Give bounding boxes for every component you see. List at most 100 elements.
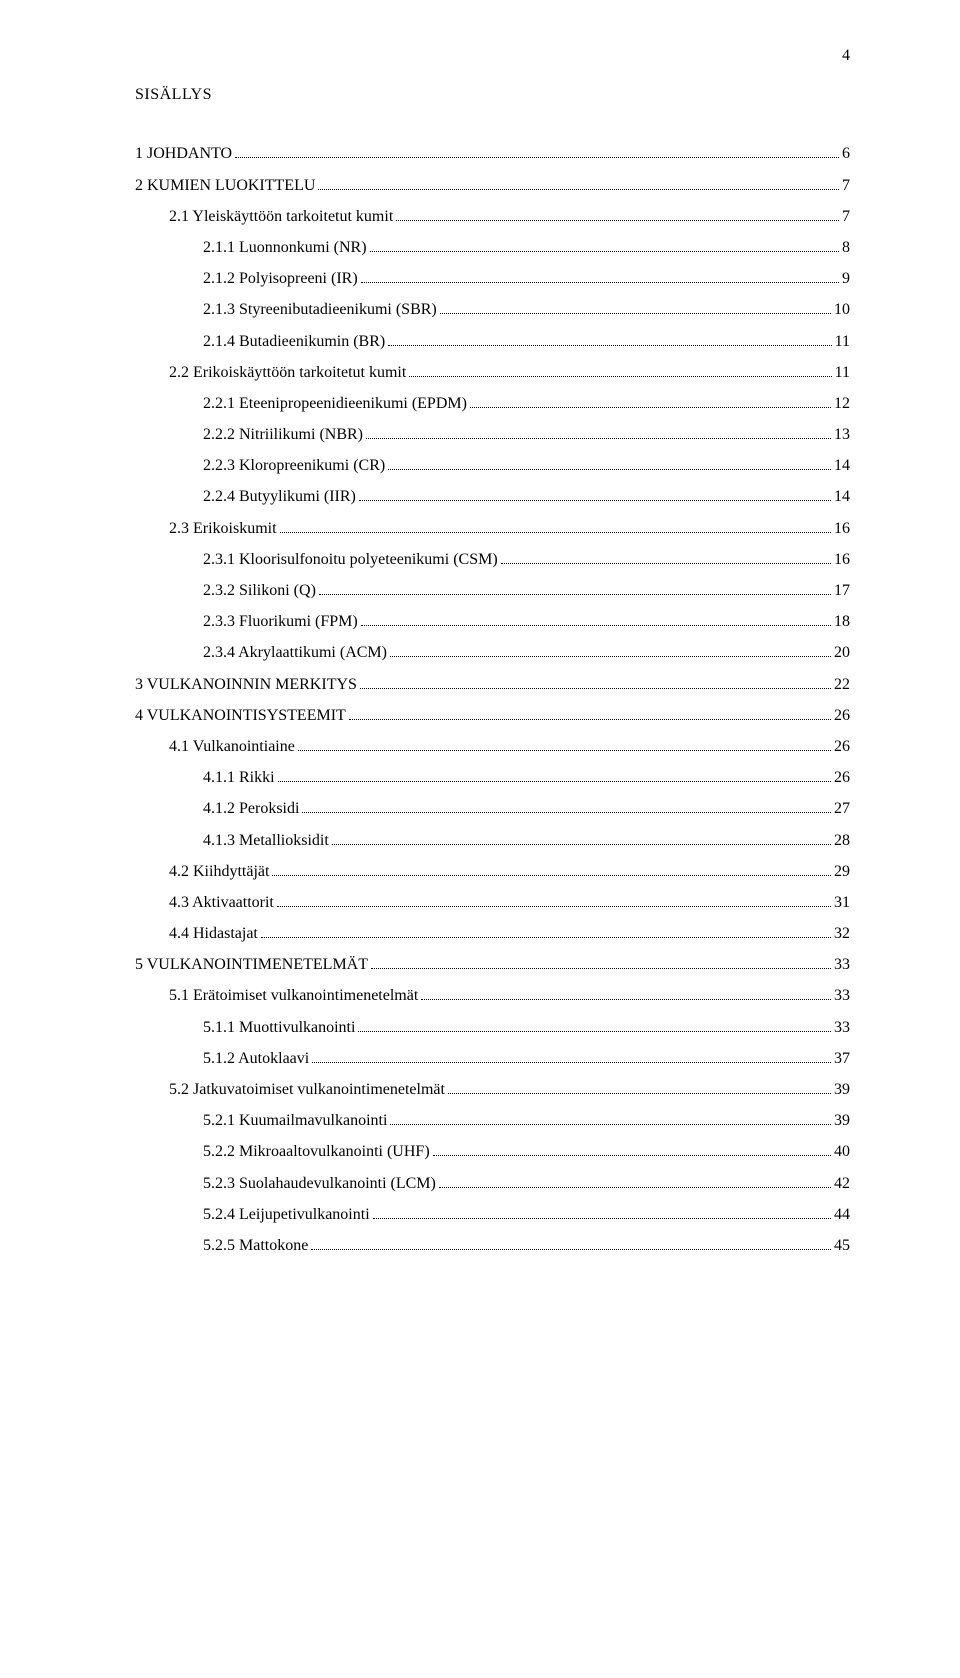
toc-entry-page: 18 bbox=[834, 606, 850, 637]
toc-leader-dots bbox=[448, 1093, 831, 1094]
toc-entry-label: 2.3.2 Silikoni (Q) bbox=[203, 575, 316, 606]
toc-entry: 4.1.2 Peroksidi 27 bbox=[135, 793, 850, 824]
toc-heading: SISÄLLYS bbox=[135, 79, 850, 110]
toc-leader-dots bbox=[302, 812, 831, 813]
toc-entry-label: 2.2.3 Kloropreenikumi (CR) bbox=[203, 450, 385, 481]
toc-leader-dots bbox=[358, 1031, 831, 1032]
toc-entry: 4.4 Hidastajat32 bbox=[135, 918, 850, 949]
toc-entry-page: 45 bbox=[834, 1230, 850, 1261]
toc-entry: 4 VULKANOINTISYSTEEMIT26 bbox=[135, 700, 850, 731]
toc-entry-label: 1 JOHDANTO bbox=[135, 138, 232, 169]
toc-entry-label: 4.1.2 Peroksidi bbox=[203, 793, 299, 824]
toc-entry-page: 17 bbox=[834, 575, 850, 606]
toc-entry: 5.2 Jatkuvatoimiset vulkanointimenetelmä… bbox=[135, 1074, 850, 1105]
toc-entry-page: 31 bbox=[834, 887, 850, 918]
toc-container: 1 JOHDANTO62 KUMIEN LUOKITTELU72.1 Yleis… bbox=[135, 138, 850, 1261]
toc-entry-label: 5.1.2 Autoklaavi bbox=[203, 1043, 309, 1074]
toc-leader-dots bbox=[278, 781, 831, 782]
toc-entry: 4.1 Vulkanointiaine26 bbox=[135, 731, 850, 762]
toc-entry-label: 4.1.1 Rikki bbox=[203, 762, 275, 793]
page-number: 4 bbox=[135, 40, 850, 71]
toc-entry-page: 8 bbox=[842, 232, 850, 263]
toc-leader-dots bbox=[361, 625, 831, 626]
toc-entry-page: 9 bbox=[842, 263, 850, 294]
toc-entry: 5.1 Erätoimiset vulkanointimenetelmät 33 bbox=[135, 980, 850, 1011]
toc-leader-dots bbox=[235, 157, 839, 158]
toc-entry-label: 5.1 Erätoimiset vulkanointimenetelmät bbox=[169, 980, 418, 1011]
toc-entry: 5.2.1 Kuumailmavulkanointi 39 bbox=[135, 1105, 850, 1136]
toc-entry-page: 10 bbox=[834, 294, 850, 325]
toc-entry-label: 5.2.3 Suolahaudevulkanointi (LCM) bbox=[203, 1168, 436, 1199]
toc-entry-page: 33 bbox=[834, 1012, 850, 1043]
toc-entry-label: 2.1 Yleiskäyttöön tarkoitetut kumit bbox=[169, 201, 393, 232]
toc-entry: 3 VULKANOINNIN MERKITYS22 bbox=[135, 669, 850, 700]
toc-entry: 5.2.5 Mattokone 45 bbox=[135, 1230, 850, 1261]
toc-leader-dots bbox=[439, 1187, 831, 1188]
toc-entry-page: 16 bbox=[834, 513, 850, 544]
toc-leader-dots bbox=[421, 999, 831, 1000]
toc-entry: 2.3.2 Silikoni (Q) 17 bbox=[135, 575, 850, 606]
toc-entry-label: 4.1 Vulkanointiaine bbox=[169, 731, 295, 762]
toc-entry: 2.3.1 Kloorisulfonoitu polyeteenikumi (C… bbox=[135, 544, 850, 575]
toc-entry: 2.3.4 Akrylaattikumi (ACM)20 bbox=[135, 637, 850, 668]
toc-entry-label: 2.3.3 Fluorikumi (FPM) bbox=[203, 606, 358, 637]
toc-entry-label: 5.2.1 Kuumailmavulkanointi bbox=[203, 1105, 387, 1136]
toc-leader-dots bbox=[388, 345, 831, 346]
toc-entry-label: 2.3.1 Kloorisulfonoitu polyeteenikumi (C… bbox=[203, 544, 498, 575]
toc-entry-page: 39 bbox=[834, 1105, 850, 1136]
toc-entry-page: 11 bbox=[835, 326, 850, 357]
toc-entry-page: 33 bbox=[834, 980, 850, 1011]
toc-entry-page: 13 bbox=[834, 419, 850, 450]
toc-entry-label: 2.2.2 Nitriilikumi (NBR) bbox=[203, 419, 363, 450]
toc-entry-label: 2.1.4 Butadieenikumin (BR) bbox=[203, 326, 385, 357]
toc-leader-dots bbox=[388, 469, 831, 470]
toc-entry: 2.1.4 Butadieenikumin (BR) 11 bbox=[135, 326, 850, 357]
toc-entry: 5.2.3 Suolahaudevulkanointi (LCM) 42 bbox=[135, 1168, 850, 1199]
toc-leader-dots bbox=[360, 688, 831, 689]
toc-leader-dots bbox=[440, 313, 831, 314]
toc-entry: 5.2.4 Leijupetivulkanointi44 bbox=[135, 1199, 850, 1230]
toc-entry-page: 39 bbox=[834, 1074, 850, 1105]
toc-entry-page: 14 bbox=[834, 450, 850, 481]
toc-entry-label: 2 KUMIEN LUOKITTELU bbox=[135, 170, 315, 201]
toc-entry: 2.1.3 Styreenibutadieenikumi (SBR)10 bbox=[135, 294, 850, 325]
toc-entry-page: 29 bbox=[834, 856, 850, 887]
toc-entry-page: 11 bbox=[835, 357, 850, 388]
toc-entry: 2 KUMIEN LUOKITTELU 7 bbox=[135, 170, 850, 201]
toc-entry: 5.1.2 Autoklaavi37 bbox=[135, 1043, 850, 1074]
toc-entry: 2.1.1 Luonnonkumi (NR)8 bbox=[135, 232, 850, 263]
toc-leader-dots bbox=[319, 594, 831, 595]
toc-leader-dots bbox=[359, 500, 831, 501]
toc-entry-page: 42 bbox=[834, 1168, 850, 1199]
toc-entry-page: 32 bbox=[834, 918, 850, 949]
toc-entry: 2.2.1 Eteenipropeenidieenikumi (EPDM) 12 bbox=[135, 388, 850, 419]
toc-leader-dots bbox=[311, 1249, 831, 1250]
toc-leader-dots bbox=[298, 750, 831, 751]
toc-entry: 4.3 Aktivaattorit 31 bbox=[135, 887, 850, 918]
toc-leader-dots bbox=[277, 906, 831, 907]
toc-entry-page: 40 bbox=[834, 1136, 850, 1167]
toc-leader-dots bbox=[373, 1218, 831, 1219]
toc-entry-label: 5.2.5 Mattokone bbox=[203, 1230, 308, 1261]
toc-entry-label: 4.3 Aktivaattorit bbox=[169, 887, 274, 918]
toc-entry: 4.1.1 Rikki 26 bbox=[135, 762, 850, 793]
toc-entry-label: 3 VULKANOINNIN MERKITYS bbox=[135, 669, 357, 700]
toc-leader-dots bbox=[396, 220, 839, 221]
toc-entry-label: 2.2 Erikoiskäyttöön tarkoitetut kumit bbox=[169, 357, 406, 388]
toc-entry-page: 14 bbox=[834, 481, 850, 512]
toc-entry-page: 12 bbox=[834, 388, 850, 419]
toc-entry-page: 26 bbox=[834, 762, 850, 793]
toc-entry: 2.3 Erikoiskumit 16 bbox=[135, 513, 850, 544]
toc-leader-dots bbox=[361, 282, 839, 283]
toc-leader-dots bbox=[312, 1062, 831, 1063]
toc-leader-dots bbox=[390, 656, 831, 657]
toc-entry: 5.2.2 Mikroaaltovulkanointi (UHF)40 bbox=[135, 1136, 850, 1167]
toc-entry-label: 4.2 Kiihdyttäjät bbox=[169, 856, 269, 887]
toc-entry-label: 2.3 Erikoiskumit bbox=[169, 513, 277, 544]
toc-entry: 2.2 Erikoiskäyttöön tarkoitetut kumit 11 bbox=[135, 357, 850, 388]
toc-entry-page: 7 bbox=[842, 170, 850, 201]
toc-leader-dots bbox=[366, 438, 831, 439]
toc-entry-page: 27 bbox=[834, 793, 850, 824]
toc-entry-label: 2.2.1 Eteenipropeenidieenikumi (EPDM) bbox=[203, 388, 467, 419]
toc-entry: 5 VULKANOINTIMENETELMÄT33 bbox=[135, 949, 850, 980]
